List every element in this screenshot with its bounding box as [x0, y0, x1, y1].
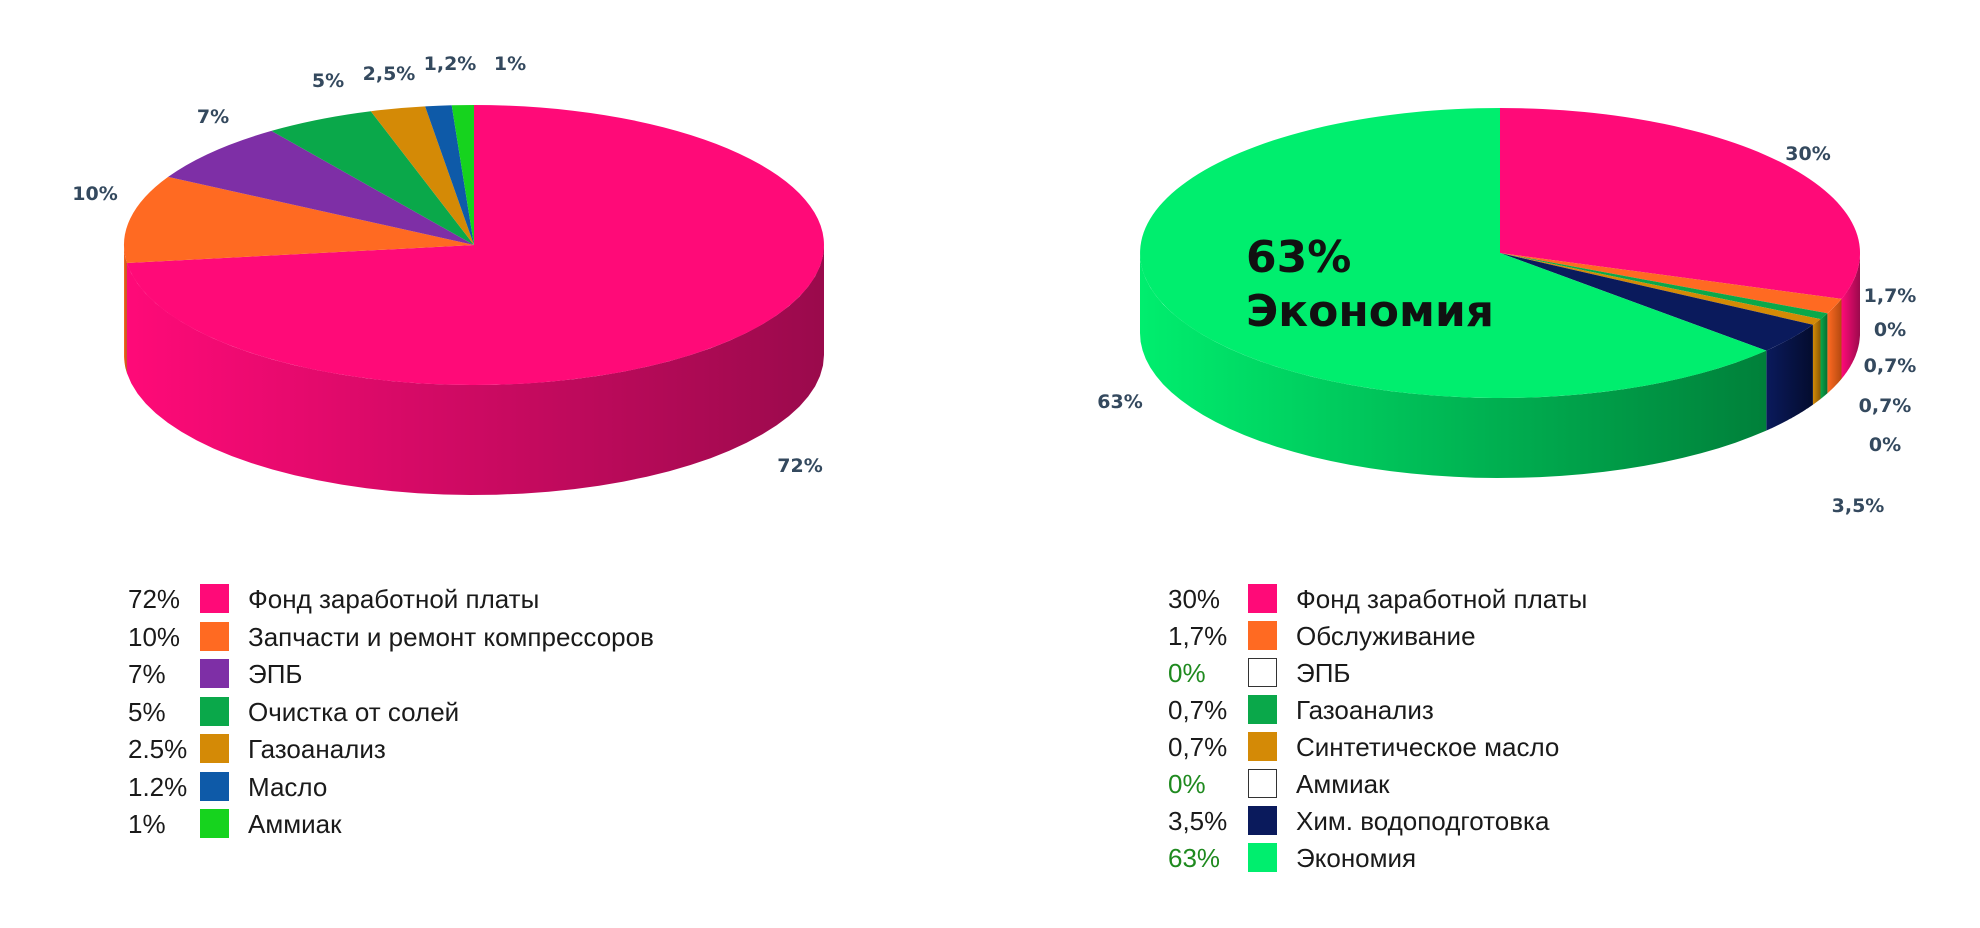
pie-2-label-2: 1,7%	[1864, 285, 1917, 307]
legend-label: ЭПБ	[248, 659, 303, 689]
legend-swatch	[200, 734, 229, 763]
pie-1-slice-1	[126, 105, 824, 385]
pie-2-label-7: 3,5%	[1832, 495, 1885, 517]
legend-label: Фонд заработной платы	[1296, 584, 1588, 614]
pie-2-wall-5	[1812, 319, 1821, 405]
pie-1-slice-2	[123, 176, 475, 263]
pie-2-slice-5	[1500, 253, 1821, 325]
pie-1-wall-2	[124, 245, 127, 373]
pie-1-wall-1	[126, 245, 824, 495]
legend-swatch	[1248, 658, 1277, 687]
pie-1-slice-7	[451, 105, 474, 245]
pie-1-label-2: 10%	[72, 183, 117, 205]
legend-swatch	[1248, 769, 1277, 798]
pie-charts: 72% 10% 7% 5% 2,5% 1,2% 1% 30% 1,7% 0% 0,7% 0,7% 0% 3…	[72, 53, 1917, 517]
pie-2-wall-1	[1841, 253, 1860, 379]
pie-2-slice-7	[1500, 253, 1813, 351]
legend-label: Запчасти и ремонт компрессоров	[248, 621, 654, 652]
legend-label: Газоанализ	[248, 734, 386, 764]
legend-swatch	[1248, 732, 1277, 761]
pie-2-label-4: 0,7%	[1864, 355, 1917, 377]
legend-swatch	[200, 584, 229, 613]
pie-2-center-annotation-1: 63%	[1246, 232, 1351, 283]
legend-label: Масло	[248, 771, 328, 802]
legend-swatch	[1248, 843, 1277, 872]
pie-2-wall-4	[1820, 313, 1828, 400]
pie-2-top	[1140, 108, 1861, 399]
pie-1-side	[124, 245, 824, 495]
legend-label: Хим. водоподготовка	[1296, 806, 1550, 836]
pie-2-wall-7	[1766, 324, 1813, 431]
legend-value: 1.2%	[128, 771, 188, 802]
pie-2-side	[1140, 253, 1860, 478]
legend-value: 1%	[128, 809, 166, 839]
pie-2-center-annotation-2: Экономия	[1246, 286, 1494, 337]
legend-value: 5%	[128, 696, 166, 727]
pie-1-label-1: 72%	[777, 455, 822, 477]
legend-swatch	[1248, 621, 1277, 650]
pie-1-label-3: 7%	[197, 106, 229, 128]
pie-2-slice-1	[1500, 108, 1861, 299]
pie-1-slice-6	[425, 105, 474, 245]
legend-value: 30%	[1168, 584, 1221, 614]
pie-2-slice-8	[1140, 108, 1767, 399]
legend-label: Фонд заработной платы	[248, 584, 540, 614]
legend-label: Газоанализ	[1296, 695, 1434, 725]
pie-1-label-4: 5%	[312, 70, 344, 92]
pie-2-label-5: 0,7%	[1859, 395, 1912, 417]
pie-1-label-5: 2,5%	[363, 63, 416, 85]
pie-1-top	[123, 105, 824, 385]
legend-swatch	[1248, 584, 1277, 613]
legend-value: 2.5%	[128, 734, 188, 764]
legend-value: 3,5%	[1168, 806, 1228, 836]
legend-value: 63%	[1168, 843, 1221, 873]
pie-2-slice-2	[1500, 253, 1842, 314]
pie-1-label-6: 1,2%	[424, 53, 477, 75]
pie-2-label-3: 0%	[1874, 319, 1906, 341]
legend-value: 0,7%	[1168, 695, 1228, 725]
pie-1-slice-3	[168, 130, 474, 245]
legend-value: 10%	[128, 621, 181, 652]
legend-value: 1,7%	[1168, 621, 1228, 651]
pie-2-wall-8	[1140, 253, 1767, 478]
legend-label: Экономия	[1296, 843, 1417, 873]
pie-1-slice-4	[271, 111, 474, 245]
legend-swatch	[200, 621, 229, 651]
legend-value: 7%	[128, 659, 166, 689]
legend-label: ЭПБ	[1296, 658, 1351, 688]
pie-2-slice-4	[1500, 253, 1828, 320]
legend-swatch	[200, 659, 229, 688]
pie-2-label-6: 0%	[1869, 434, 1901, 456]
legend-label: Обслуживание	[1296, 621, 1476, 651]
pie-2-label-8: 63%	[1097, 391, 1142, 413]
pie-2-wall-2	[1827, 298, 1842, 394]
legend-swatch	[200, 809, 229, 838]
legend-label: Синтетическое масло	[1296, 732, 1560, 762]
pie-2-label-1: 30%	[1785, 143, 1830, 165]
legend-swatch	[1248, 806, 1277, 835]
legend-value: 72%	[128, 584, 181, 614]
pie-1-slice-5	[370, 106, 474, 246]
legend-label: Аммиак	[248, 809, 342, 839]
legend-swatch	[1248, 695, 1277, 724]
pie-1-label-7: 1%	[494, 53, 526, 75]
legend-label: Аммиак	[1296, 769, 1390, 799]
legend-swatch	[200, 771, 229, 801]
legend-swatch	[200, 696, 229, 726]
legend-value: 0%	[1168, 658, 1206, 688]
legend-value: 0%	[1168, 769, 1206, 799]
legend-value: 0,7%	[1168, 732, 1228, 762]
legend-label: Очистка от солей	[248, 696, 460, 727]
